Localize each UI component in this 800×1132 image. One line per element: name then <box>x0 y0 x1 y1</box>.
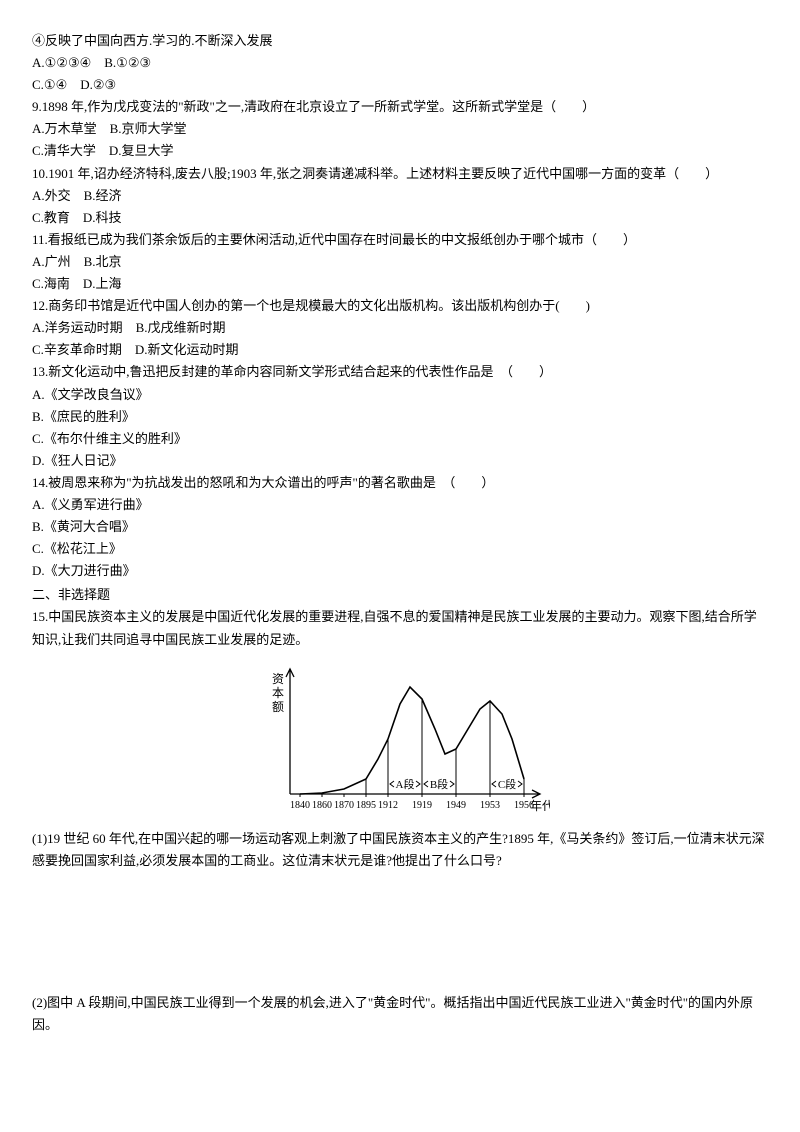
section-2-title: 二、非选择题 <box>32 584 768 606</box>
question-13: 13.新文化运动中,鲁迅把反封建的革命内容同新文学形式结合起来的代表性作品是 （… <box>32 361 768 383</box>
svg-text:1860: 1860 <box>312 800 332 811</box>
q13-opt-a: A.《文学改良刍议》 <box>32 384 768 406</box>
q9-opt-row1: A.万木草堂 B.京师大学堂 <box>32 118 768 140</box>
svg-text:A段: A段 <box>396 777 415 791</box>
svg-text:1919: 1919 <box>412 800 432 811</box>
question-10: 10.1901 年,诏办经济特科,废去八股;1903 年,张之洞奏请递减科举。上… <box>32 163 768 185</box>
q14-opt-d: D.《大刀进行曲》 <box>32 560 768 582</box>
svg-text:1840: 1840 <box>290 800 310 811</box>
q14-opt-b: B.《黄河大合唱》 <box>32 516 768 538</box>
svg-text:B段: B段 <box>430 777 448 791</box>
q14-opt-c: C.《松花江上》 <box>32 538 768 560</box>
question-14: 14.被周恩来称为"为抗战发出的怒吼和为大众谱出的呼声"的著名歌曲是 （ ） <box>32 472 768 494</box>
svg-text:本: 本 <box>272 686 284 700</box>
svg-text:1956: 1956 <box>514 800 534 811</box>
svg-text:C段: C段 <box>498 777 516 791</box>
q13-opt-d: D.《狂人日记》 <box>32 450 768 472</box>
svg-text:额: 额 <box>272 700 284 714</box>
industry-chart-svg: 资本额年代18401860187018951912191919491953195… <box>250 659 550 824</box>
svg-text:1953: 1953 <box>480 800 500 811</box>
svg-text:1895: 1895 <box>356 800 376 811</box>
options-row-a: A.①②③④ B.①②③ <box>32 52 768 74</box>
question-15: 15.中国民族资本主义的发展是中国近代化发展的重要进程,自强不息的爱国精神是民族… <box>32 606 768 650</box>
q10-opt-row1: A.外交 B.经济 <box>32 185 768 207</box>
q12-opt-row2: C.辛亥革命时期 D.新文化运动时期 <box>32 339 768 361</box>
question-9: 9.1898 年,作为戊戌变法的"新政"之一,清政府在北京设立了一所新式学堂。这… <box>32 96 768 118</box>
svg-text:资: 资 <box>272 672 284 686</box>
q14-opt-a: A.《义勇军进行曲》 <box>32 494 768 516</box>
q13-opt-b: B.《庶民的胜利》 <box>32 406 768 428</box>
svg-text:1870: 1870 <box>334 800 354 811</box>
q12-opt-row1: A.洋务运动时期 B.戊戌维新时期 <box>32 317 768 339</box>
option-4: ④反映了中国向西方.学习的.不断深入发展 <box>32 30 768 52</box>
svg-text:1912: 1912 <box>378 800 398 811</box>
question-11: 11.看报纸已成为我们茶余饭后的主要休闲活动,近代中国存在时间最长的中文报纸创办… <box>32 229 768 251</box>
question-12: 12.商务印书馆是近代中国人创办的第一个也是规模最大的文化出版机构。该出版机构创… <box>32 295 768 317</box>
q11-opt-row1: A.广州 B.北京 <box>32 251 768 273</box>
answer-blank-1 <box>32 872 768 992</box>
q15-sub2: (2)图中 A 段期间,中国民族工业得到一个发展的机会,进入了"黄金时代"。概括… <box>32 992 768 1036</box>
industry-chart: 资本额年代18401860187018951912191919491953195… <box>32 659 768 824</box>
q11-opt-row2: C.海南 D.上海 <box>32 273 768 295</box>
q9-opt-row2: C.清华大学 D.复旦大学 <box>32 140 768 162</box>
svg-text:1949: 1949 <box>446 800 466 811</box>
q13-opt-c: C.《布尔什维主义的胜利》 <box>32 428 768 450</box>
q15-sub1: (1)19 世纪 60 年代,在中国兴起的哪一场运动客观上刺激了中国民族资本主义… <box>32 828 768 872</box>
q10-opt-row2: C.教育 D.科技 <box>32 207 768 229</box>
options-row-c: C.①④ D.②③ <box>32 74 768 96</box>
